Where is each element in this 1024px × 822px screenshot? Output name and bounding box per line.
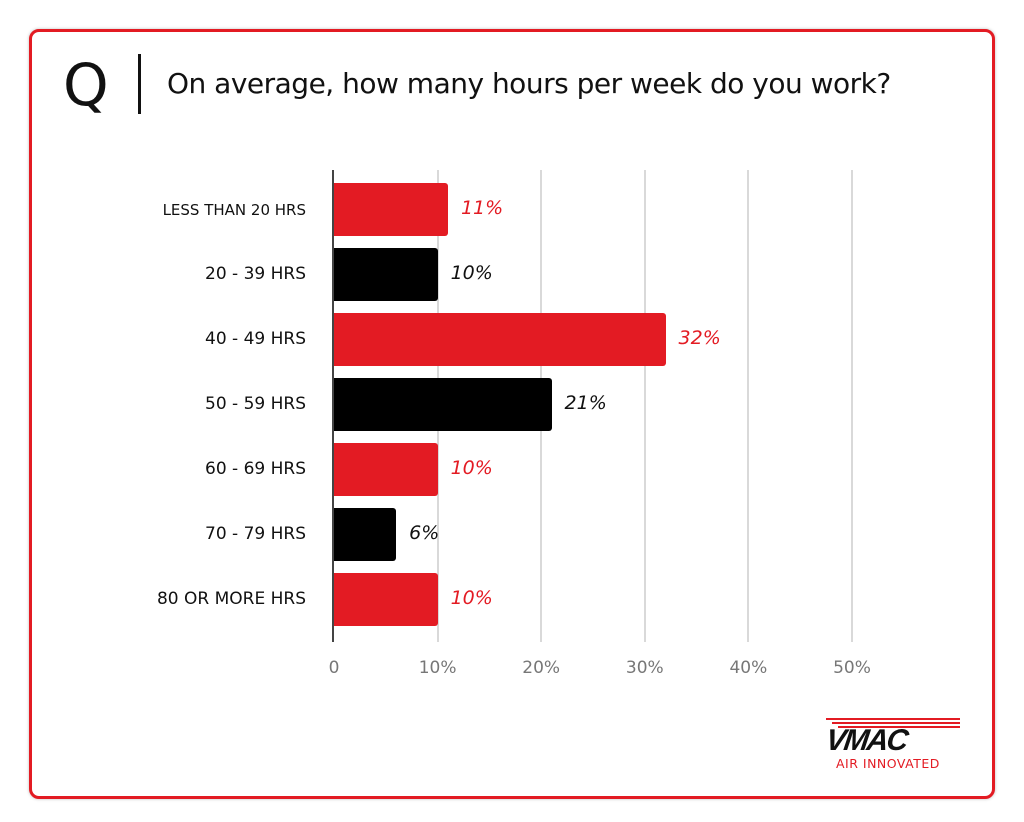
gridline <box>747 170 750 642</box>
vmac-logo: VMAC AIR INNOVATED <box>822 714 962 774</box>
category-label: 70 - 79 HRS <box>205 524 306 544</box>
category-label: 80 OR MORE HRS <box>156 589 306 609</box>
bar <box>334 313 666 366</box>
question-letter: Q <box>63 51 109 119</box>
category-label: 60 - 69 HRS <box>205 459 306 479</box>
y-axis-line <box>332 170 334 642</box>
bar <box>334 378 552 431</box>
logo-stripes-icon <box>826 718 960 730</box>
value-label: 6% <box>409 522 440 544</box>
value-label: 21% <box>564 392 607 414</box>
x-tick-label: 50% <box>833 658 871 678</box>
x-tick-label: 30% <box>625 658 664 678</box>
bar <box>334 443 438 496</box>
value-label: 32% <box>678 327 721 349</box>
chart-title: On average, how many hours per week do y… <box>167 67 891 100</box>
value-label: 10% <box>450 587 493 609</box>
bar <box>334 248 438 301</box>
value-label: 11% <box>460 197 504 219</box>
category-label: 20 - 39 HRS <box>205 264 306 284</box>
value-label: 10% <box>450 262 493 284</box>
logo-wordmark: VMAC <box>823 724 909 757</box>
x-tick-label: 0 <box>328 658 340 678</box>
category-label: 40 - 49 HRS <box>205 329 306 349</box>
logo-tagline: AIR INNOVATED <box>836 756 940 771</box>
x-tick-label: 10% <box>418 658 457 678</box>
bar <box>334 573 438 626</box>
category-label: 50 - 59 HRS <box>205 394 306 414</box>
title-divider <box>138 54 141 114</box>
category-label: LESS THAN 20 HRS <box>162 201 306 219</box>
x-tick-label: 20% <box>522 658 561 678</box>
x-tick-label: 40% <box>729 658 768 678</box>
gridline <box>643 170 646 642</box>
bar <box>334 508 397 561</box>
value-label: 10% <box>450 457 493 479</box>
bar <box>334 183 448 236</box>
gridline <box>851 170 853 642</box>
